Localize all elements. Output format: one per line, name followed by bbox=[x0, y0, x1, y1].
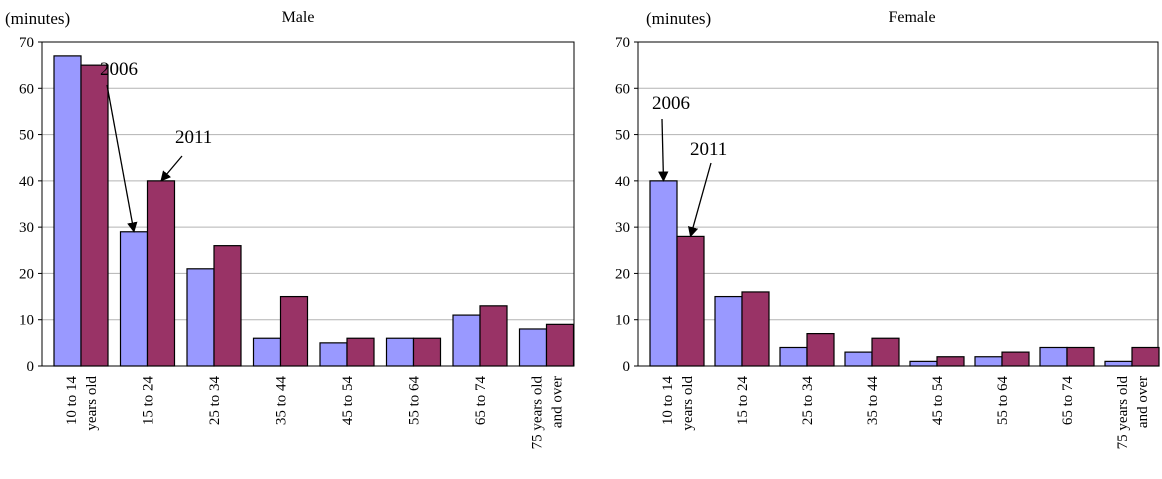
x-tick-label: 75 years old bbox=[1115, 376, 1131, 450]
x-tick-label: and over bbox=[550, 376, 566, 428]
x-tick-label: 65 to 74 bbox=[473, 376, 489, 426]
x-tick-label: years old bbox=[680, 376, 696, 431]
bar-2006 bbox=[518, 328, 548, 367]
bar-2011 bbox=[213, 245, 242, 367]
x-tick-label: 65 to 74 bbox=[1060, 376, 1076, 426]
y-tick-label: 70 bbox=[19, 35, 34, 51]
bar-2011 bbox=[1066, 346, 1095, 367]
annotation-arrow bbox=[658, 118, 669, 182]
bar-2006 bbox=[186, 268, 215, 367]
bar-2011 bbox=[279, 295, 309, 367]
bar-2011 bbox=[1131, 346, 1160, 367]
y-tick-label: 30 bbox=[615, 220, 630, 236]
bar-2011 bbox=[346, 337, 375, 367]
y-tick-label: 40 bbox=[615, 174, 630, 190]
annotation-arrow bbox=[106, 84, 138, 233]
bar-2011 bbox=[412, 337, 442, 367]
bar-2011 bbox=[676, 235, 705, 367]
bar-2006 bbox=[909, 360, 938, 367]
bar-2006 bbox=[714, 295, 743, 367]
x-tick-label: 75 years old bbox=[530, 376, 546, 450]
bar-2006 bbox=[319, 342, 348, 367]
bar-2006 bbox=[119, 231, 149, 367]
annotation-arrow bbox=[688, 162, 712, 238]
x-tick-label: 25 to 34 bbox=[207, 376, 223, 426]
y-tick-label: 20 bbox=[19, 266, 34, 282]
bar-2006 bbox=[974, 356, 1003, 367]
bar-2011 bbox=[80, 64, 109, 367]
chart-female: 0 10 20 30 40 50 60 70 10 to 14 years old 15 to 24… bbox=[615, 9, 1160, 450]
y-tick-label: 10 bbox=[19, 313, 34, 329]
y-tick-label: 60 bbox=[615, 81, 630, 97]
x-tick-label: 45 to 54 bbox=[340, 376, 356, 426]
bar-2006 bbox=[452, 314, 481, 367]
x-tick-label: 10 to 14 bbox=[660, 376, 676, 426]
bar-2011 bbox=[871, 337, 900, 367]
bar-2011 bbox=[936, 356, 965, 367]
bar-2006 bbox=[779, 346, 808, 367]
y-tick-label: 50 bbox=[19, 128, 34, 144]
y-unit-label: (minutes) bbox=[5, 9, 70, 28]
bar-2011 bbox=[741, 291, 770, 367]
bar-2006 bbox=[844, 351, 873, 367]
y-tick-label: 30 bbox=[19, 220, 34, 236]
x-tick-label: 35 to 44 bbox=[865, 376, 881, 426]
bar-2011 bbox=[479, 305, 508, 367]
y-tick-label: 10 bbox=[615, 313, 630, 329]
annotation-label: 2011 bbox=[690, 139, 727, 160]
y-unit-label: (minutes) bbox=[646, 9, 711, 28]
annotation-label: 2006 bbox=[100, 59, 138, 80]
y-tick-label: 70 bbox=[615, 35, 630, 51]
bar-2006 bbox=[1104, 360, 1133, 367]
y-tick-label: 0 bbox=[27, 359, 35, 375]
y-tick-label: 20 bbox=[615, 266, 630, 282]
chart-title: Male bbox=[282, 9, 315, 26]
annotation-label: 2011 bbox=[175, 127, 212, 148]
chart-male: 0 10 20 30 40 50 60 70 10 to 14 years old 15 to 24… bbox=[5, 9, 575, 450]
annotation-arrow bbox=[160, 155, 183, 182]
y-tick-label: 40 bbox=[19, 174, 34, 190]
x-tick-label: 10 to 14 bbox=[64, 376, 80, 426]
x-tick-label: 35 to 44 bbox=[274, 376, 290, 426]
annotation-label: 2006 bbox=[652, 93, 690, 114]
bar-2006 bbox=[385, 337, 415, 367]
bar-2006 bbox=[252, 337, 282, 367]
y-tick-label: 50 bbox=[615, 128, 630, 144]
x-tick-label: 25 to 34 bbox=[800, 376, 816, 426]
x-tick-label: 55 to 64 bbox=[995, 376, 1011, 426]
bar-2011 bbox=[806, 333, 835, 367]
x-tick-label: 55 to 64 bbox=[407, 376, 423, 426]
x-tick-label: and over bbox=[1135, 376, 1151, 428]
bar-2011 bbox=[545, 323, 575, 367]
bar-2006 bbox=[1039, 346, 1068, 367]
x-tick-label: years old bbox=[84, 376, 100, 431]
bar-2011 bbox=[1001, 351, 1030, 367]
chart-title: Female bbox=[888, 9, 935, 26]
bar-2006 bbox=[649, 180, 678, 367]
bar-2011 bbox=[146, 180, 176, 367]
y-tick-label: 60 bbox=[19, 81, 34, 97]
x-tick-label: 15 to 24 bbox=[141, 376, 157, 426]
x-tick-label: 45 to 54 bbox=[930, 376, 946, 426]
y-tick-label: 0 bbox=[623, 359, 631, 375]
bar-2006 bbox=[53, 55, 82, 367]
x-tick-label: 15 to 24 bbox=[735, 376, 751, 426]
